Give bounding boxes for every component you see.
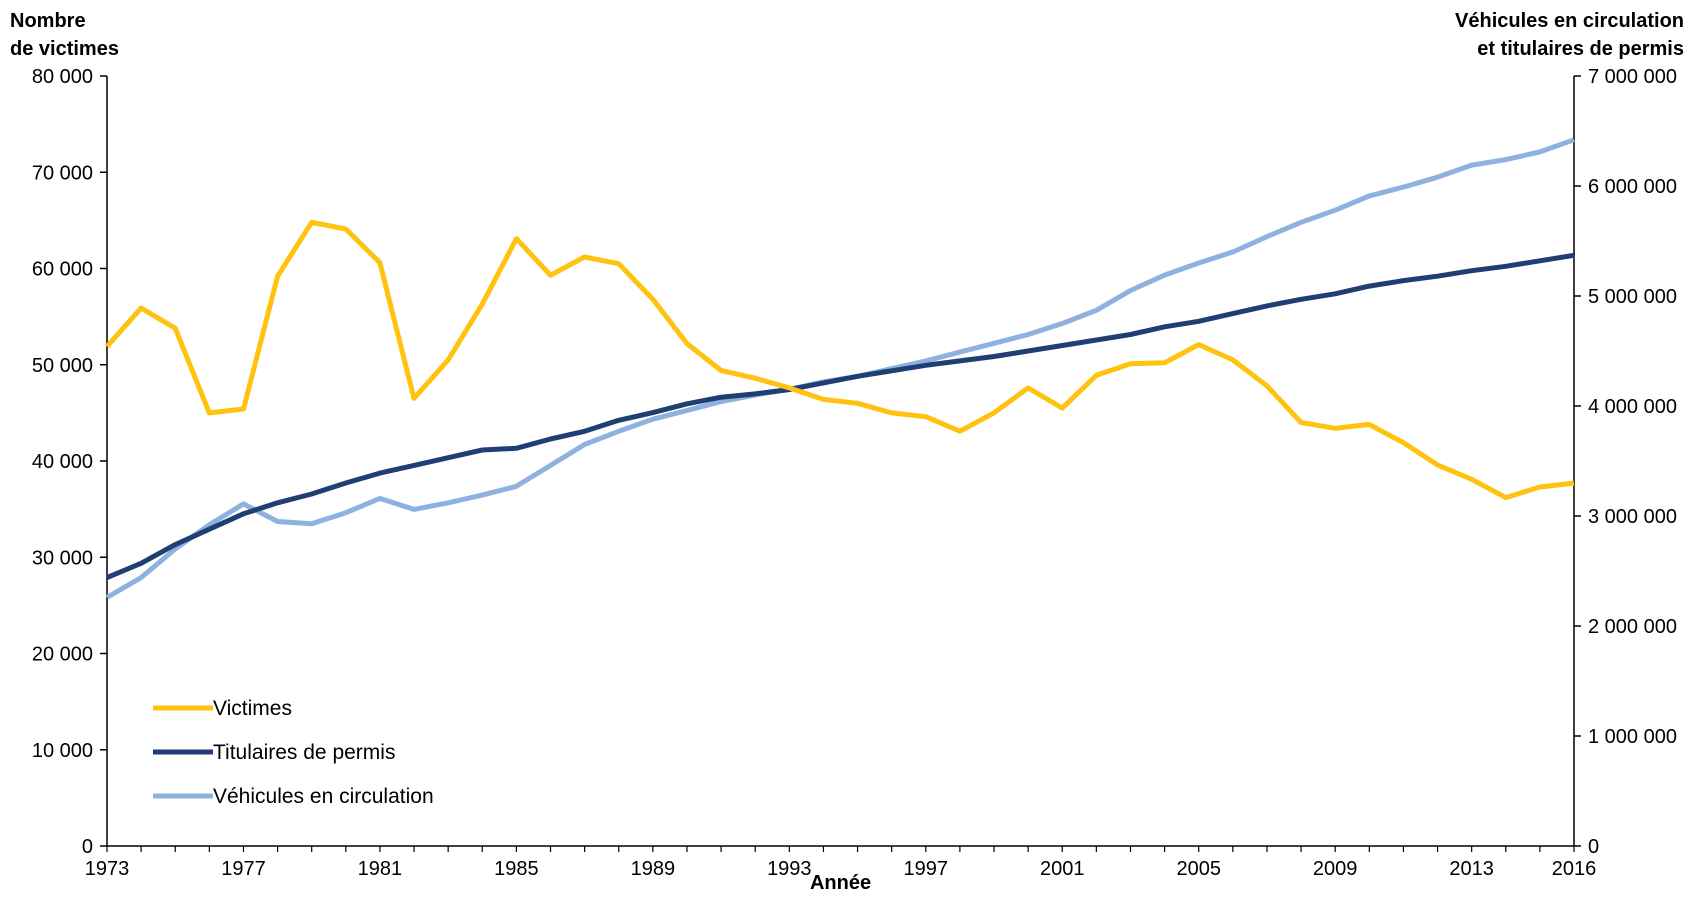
y-left-tick-label: 50 000 xyxy=(32,355,93,377)
legend: Victimes Titulaires de permis Véhicules en… xyxy=(153,697,434,808)
legend-label-titulaires-de-permis: Titulaires de permis xyxy=(213,741,395,764)
series-line-titulaires-de-permis xyxy=(106,252,1575,580)
series-layer xyxy=(105,137,1575,600)
y-right-tick-label: 0 xyxy=(1588,836,1599,858)
y-left-tick-label: 70 000 xyxy=(32,162,93,184)
y-left-tick-label: 0 xyxy=(82,836,93,858)
x-tick-label: 2013 xyxy=(1449,858,1494,880)
y-left-tick-label: 80 000 xyxy=(32,66,93,88)
y-left-axis-title-line2: de victimes xyxy=(10,38,119,60)
x-tick-label: 1985 xyxy=(494,858,539,880)
y-right-tick-label: 1 000 000 xyxy=(1588,726,1677,748)
x-tick-label: 2001 xyxy=(1040,858,1085,880)
y-left-tick-label: 20 000 xyxy=(32,644,93,666)
x-tick-label: 2005 xyxy=(1176,858,1221,880)
x-tick-label: 1989 xyxy=(631,858,676,880)
x-tick-label: 1981 xyxy=(358,858,403,880)
y-right-tick-label: 5 000 000 xyxy=(1588,286,1677,308)
y-right-tick-label: 3 000 000 xyxy=(1588,506,1677,528)
y-right-axis-title-line1: Véhicules en circulation xyxy=(1455,10,1684,32)
legend-label-vehicules-en-circulation: Véhicules en circulation xyxy=(213,785,434,808)
x-tick-label: 2016 xyxy=(1552,858,1597,880)
x-tick-label: 1977 xyxy=(221,858,266,880)
y-left-axis-title-line1: Nombre xyxy=(10,10,86,32)
y-left-tick-label: 40 000 xyxy=(32,451,93,473)
x-axis-title: Année xyxy=(810,872,871,894)
y-right-axis-title-line2: et titulaires de permis xyxy=(1477,38,1684,60)
y-left-tick-label: 10 000 xyxy=(32,740,93,762)
legend-label-victimes: Victimes xyxy=(213,697,292,720)
x-tick-label: 1973 xyxy=(85,858,130,880)
y-right-tick-label: 6 000 000 xyxy=(1588,176,1677,198)
x-tick-label: 2009 xyxy=(1313,858,1358,880)
y-left-tick-label: 30 000 xyxy=(32,547,93,569)
series-line-victimes xyxy=(105,219,1575,501)
x-tick-label: 1997 xyxy=(904,858,949,880)
y-right-tick-label: 7 000 000 xyxy=(1588,66,1677,88)
series-line-vehicules-en-circulation xyxy=(105,137,1575,600)
y-left-tick-label: 60 000 xyxy=(32,259,93,281)
x-tick-label: 1993 xyxy=(767,858,812,880)
y-right-tick-label: 4 000 000 xyxy=(1588,396,1677,418)
axes: 0 10 000 20 000 30 000 40 000 50 000 60 000 70 … xyxy=(10,10,1684,894)
y-right-tick-label: 2 000 000 xyxy=(1588,616,1677,638)
